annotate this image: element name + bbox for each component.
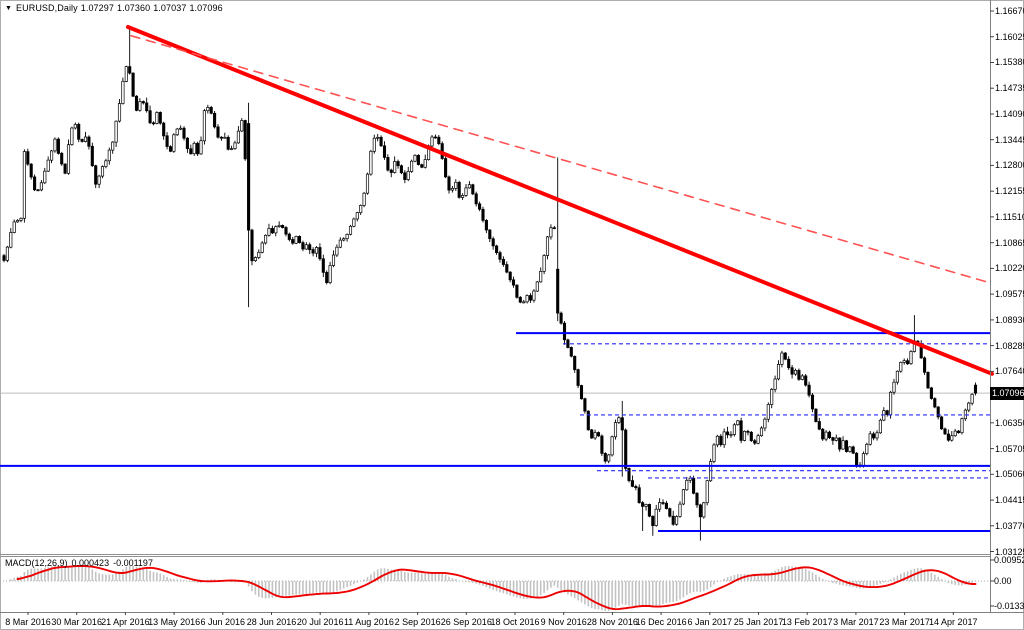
- time-axis-label: 6 Jan 2017: [687, 617, 733, 627]
- macd-histogram: [10, 565, 977, 611]
- time-axis-label: 14 Apr 2017: [929, 617, 978, 627]
- price-axis-tick: 1.16025: [995, 32, 1024, 42]
- time-axis-label: 30 Mar 2016: [51, 617, 102, 627]
- price-axis-tick: 1.14090: [995, 109, 1024, 119]
- time-axis-label: 3 Mar 2017: [833, 617, 879, 627]
- price-axis-tick: 1.14735: [995, 83, 1024, 93]
- time-axis-label: 13 Feb 2017: [781, 617, 833, 627]
- price-axis-tick: 1.11510: [995, 212, 1024, 222]
- time-axis-label: 8 Mar 2016: [5, 617, 51, 627]
- macd-signal-line: [16, 565, 977, 611]
- time-axis-label: 16 Dec 2016: [635, 617, 687, 627]
- price-axis-tick: 1.12800: [995, 160, 1024, 170]
- price-axis-tick: 1.13445: [995, 135, 1024, 145]
- quote-close: 1.07096: [189, 3, 223, 13]
- price-axis-tick: 1.16670: [995, 6, 1024, 16]
- macd-axis-tick: 0.009527: [994, 555, 1024, 565]
- time-axis-label: 9 Nov 2016: [540, 617, 587, 627]
- time-axis-label: 25 Jan 2017: [733, 617, 784, 627]
- price-axis-tick: 1.05705: [995, 444, 1024, 454]
- symbol-period-label: EURUSD,Daily: [16, 3, 78, 13]
- macd-indicator-label: MACD(12,26,9) 0.000423 -0.001197: [5, 558, 157, 568]
- time-axis-label: 6 Jun 2016: [200, 617, 246, 627]
- price-axis-tick: 1.15380: [995, 57, 1024, 67]
- downtrend-line[interactable]: [126, 25, 994, 376]
- price-axis-tick: 1.03770: [995, 521, 1024, 531]
- time-axis-label: 13 May 2016: [148, 617, 201, 627]
- price-axis-tick: 1.10865: [995, 238, 1024, 248]
- time-axis-label: 2 Sep 2016: [394, 617, 441, 627]
- quote-open: 1.07297: [80, 3, 114, 13]
- price-axis-tick: 1.03125: [995, 547, 1024, 557]
- symbol-marker-icon[interactable]: ▼: [5, 5, 13, 12]
- time-axis-label: 23 Mar 2017: [879, 617, 930, 627]
- price-axis-tick: 1.06350: [995, 418, 1024, 428]
- macd-name: MACD(12,26,9): [5, 558, 68, 568]
- time-axis-label: 18 Oct 2016: [490, 617, 540, 627]
- price-axis-tick: 1.12155: [995, 186, 1024, 196]
- chart-title: ▼ EURUSD,Daily 1.07297 1.07360 1.07037 1.0709…: [5, 3, 226, 13]
- quote-high: 1.07360: [116, 3, 151, 13]
- time-axis-label: 21 Apr 2016: [101, 617, 150, 627]
- macd-main-value: 0.000423: [71, 558, 110, 568]
- current-price-tag: 1.07096: [990, 387, 1024, 400]
- price-axis-tick: 1.08285: [995, 341, 1024, 351]
- price-axis-tick: 1.07640: [995, 366, 1024, 376]
- macd-signal-value: -0.001197: [113, 558, 153, 568]
- price-axis-tick: 1.10220: [995, 263, 1024, 273]
- candlestick-series: [2, 27, 978, 541]
- macd-axis-tick: 0.00: [994, 576, 1012, 586]
- price-axis-tick: 1.09575: [995, 289, 1024, 299]
- macd-axis-tick: -0.013399: [994, 601, 1024, 611]
- downtrend-channel-line[interactable]: [130, 34, 991, 284]
- quote-low: 1.07037: [153, 3, 187, 13]
- time-axis-label: 11 Aug 2016: [343, 617, 394, 627]
- price-axis-tick: 1.08930: [995, 315, 1024, 325]
- time-axis-label: 28 Jun 2016: [246, 617, 297, 627]
- price-axis-tick: 1.04415: [995, 495, 1024, 505]
- time-axis-label: 28 Nov 2016: [586, 617, 638, 627]
- time-axis-label: 26 Sep 2016: [440, 617, 492, 627]
- price-axis-tick: 1.05060: [995, 469, 1024, 479]
- time-axis-label: 20 Jul 2016: [296, 617, 344, 627]
